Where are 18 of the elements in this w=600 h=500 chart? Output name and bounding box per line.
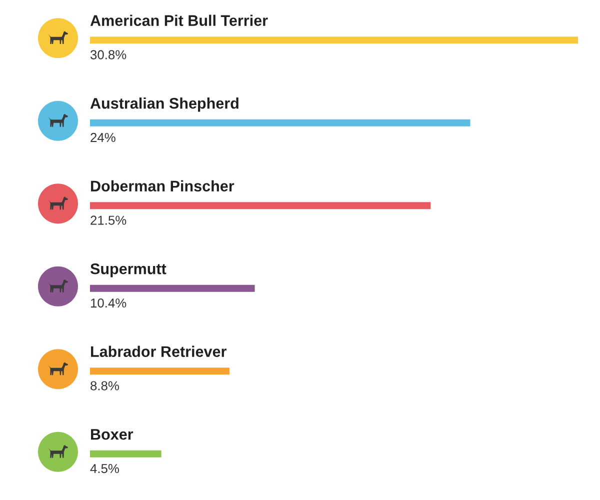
data-label: 24% — [90, 132, 116, 142]
bar — [90, 202, 431, 210]
y-tick-label: Labrador Retriever — [91, 346, 226, 358]
y-tick-label: American Pit Bull Terrier — [90, 14, 268, 26]
y-tick-label: Supermutt — [90, 263, 166, 278]
data-label: 4.5% — [90, 464, 119, 474]
bar — [90, 450, 162, 458]
y-tick-label: Doberman Pinscher — [91, 180, 234, 192]
data-label: 21.5% — [90, 216, 126, 225]
bar — [90, 368, 230, 375]
data-label: 30.8% — [90, 50, 126, 60]
bar — [90, 36, 578, 44]
bar — [90, 284, 255, 292]
y-tick-label: Boxer — [91, 429, 134, 440]
bar — [90, 119, 470, 126]
data-label: 10.4% — [90, 298, 126, 308]
y-tick-label: Australian Shepherd — [90, 98, 238, 112]
data-label: 8.8% — [90, 381, 119, 390]
